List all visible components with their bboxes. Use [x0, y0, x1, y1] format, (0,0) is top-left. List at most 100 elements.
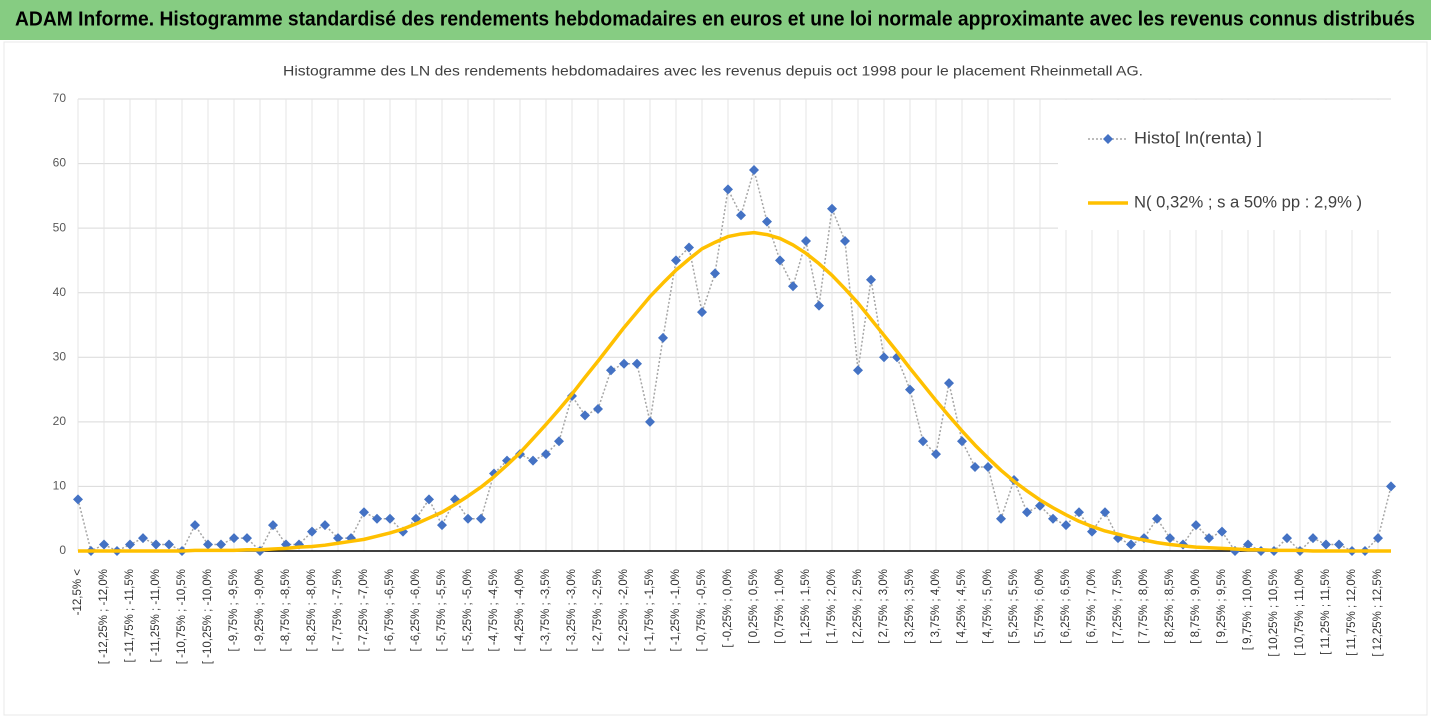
point-marker	[606, 365, 616, 376]
x-tick-label: [ -5,25% ; -5,0%	[462, 569, 474, 651]
x-tick-label: [ -9,75% ; -9,5%	[228, 569, 240, 651]
point-marker	[1191, 520, 1201, 531]
x-tick-label: [ 2,25% ; 2,5%	[852, 569, 864, 644]
header-title: ADAM Informe. Histogramme standardisé de…	[15, 8, 1415, 30]
x-tick-label: [ -9,25% ; -9,0%	[254, 569, 266, 651]
point-marker	[580, 410, 590, 421]
x-tick-label: [ 1,25% ; 1,5%	[800, 569, 812, 644]
point-marker	[138, 533, 148, 544]
point-marker	[840, 236, 850, 247]
legend-label: Histo[ ln(renta) ]	[1134, 128, 1262, 147]
legend-box	[1058, 100, 1418, 230]
x-tick-label: [ -6,25% ; -6,0%	[410, 569, 422, 651]
point-marker	[827, 203, 837, 214]
header-bar	[0, 0, 1431, 40]
point-marker	[1217, 526, 1227, 537]
x-tick-label: [ -10,25% ; -10,0%	[202, 569, 214, 664]
point-marker	[723, 184, 733, 195]
x-tick-label: [ -8,75% ; -8,5%	[280, 569, 292, 651]
chart-title: Histogramme des LN des rendements hebdom…	[283, 63, 1143, 79]
point-marker	[632, 358, 642, 369]
point-marker	[1243, 539, 1253, 550]
y-tick-label: 30	[53, 349, 67, 363]
x-tick-label: [ 11,25% ; 11,5%	[1320, 569, 1332, 655]
x-tick-label: [ 3,25% ; 3,5%	[904, 569, 916, 644]
x-tick-label: [ -7,25% ; -7,0%	[358, 569, 370, 651]
x-tick-label: [ 9,75% ; 10,0%	[1242, 569, 1254, 650]
series-line	[78, 230, 1391, 553]
point-marker	[853, 365, 863, 376]
point-marker	[359, 507, 369, 518]
point-marker	[710, 268, 720, 279]
point-marker	[1204, 533, 1214, 544]
point-marker	[788, 281, 798, 292]
point-marker	[554, 436, 564, 447]
y-tick-label: 10	[53, 479, 67, 493]
x-tick-label: [ -4,25% ; -4,0%	[514, 569, 526, 651]
point-marker	[164, 539, 174, 550]
point-marker	[1373, 533, 1383, 544]
x-tick-label: [ 3,75% ; 4,0%	[930, 569, 942, 644]
point-marker	[541, 449, 551, 460]
point-marker	[1061, 520, 1071, 531]
point-marker	[658, 332, 668, 343]
x-tick-label: [ 6,75% ; 7,0%	[1086, 569, 1098, 644]
x-tick-label: [ 4,25% ; 4,5%	[956, 569, 968, 644]
x-tick-label: [ -3,75% ; -3,5%	[540, 569, 552, 651]
point-marker	[307, 526, 317, 537]
point-marker	[671, 255, 681, 266]
point-marker	[229, 533, 239, 544]
x-tick-label: [ -12,25% ; -12,0%	[98, 569, 110, 664]
point-marker	[996, 513, 1006, 524]
x-tick-label: [ 8,75% ; 9,0%	[1190, 569, 1202, 644]
y-tick-label: 70	[53, 91, 67, 105]
point-marker	[1321, 539, 1331, 550]
point-marker	[1022, 507, 1032, 518]
point-marker	[1100, 507, 1110, 518]
x-tick-label: [ 8,25% ; 8,5%	[1164, 569, 1176, 644]
legend-swatch	[1103, 134, 1113, 144]
point-marker	[385, 513, 395, 524]
point-marker	[528, 455, 538, 466]
x-tick-label: [ -2,75% ; -2,5%	[592, 569, 604, 651]
x-tick-label: [ -11,75% ; -11,5%	[124, 569, 136, 663]
x-tick-label: [ 0,25% ; 0,5%	[748, 569, 760, 644]
y-tick-label: 20	[53, 414, 67, 428]
point-marker	[151, 539, 161, 550]
point-marker	[1074, 507, 1084, 518]
x-tick-label: [ -0,75% ; -0,5%	[696, 569, 708, 651]
point-marker	[320, 520, 330, 531]
x-tick-label: [ 5,25% ; 5,5%	[1008, 569, 1020, 644]
point-marker	[1126, 539, 1136, 550]
x-tick-label: [ 7,75% ; 8,0%	[1138, 569, 1150, 644]
y-tick-label: 40	[53, 285, 67, 299]
point-marker	[203, 539, 213, 550]
x-tick-label: [ 12,25% ; 12,5%	[1372, 569, 1384, 657]
point-marker	[1282, 533, 1292, 544]
point-marker	[645, 416, 655, 427]
x-tick-label: [ 2,75% ; 3,0%	[878, 569, 890, 644]
x-tick-label: [ 6,25% ; 6,5%	[1060, 569, 1072, 644]
point-marker	[1386, 481, 1396, 492]
point-marker	[775, 255, 785, 266]
point-marker	[957, 436, 967, 447]
x-tick-label: [ -2,25% ; -2,0%	[618, 569, 630, 651]
point-marker	[333, 533, 343, 544]
point-marker	[983, 462, 993, 473]
y-tick-label: 60	[53, 156, 67, 170]
y-tick-label: 0	[59, 543, 66, 557]
x-tick-label: [ 5,75% ; 6,0%	[1034, 569, 1046, 644]
point-marker	[866, 274, 876, 285]
point-marker	[931, 449, 941, 460]
point-marker	[814, 300, 824, 311]
x-tick-label: [ 10,75% ; 11,0%	[1294, 569, 1306, 656]
point-marker	[268, 520, 278, 531]
x-tick-label: [ -4,75% ; -4,5%	[488, 569, 500, 651]
point-marker	[619, 358, 629, 369]
point-marker	[762, 216, 772, 227]
point-marker	[905, 384, 915, 395]
x-tick-label: [ -11,25% ; -11,0%	[150, 569, 162, 663]
x-tick-label: [ 11,75% ; 12,0%	[1346, 569, 1358, 656]
point-marker	[99, 539, 109, 550]
